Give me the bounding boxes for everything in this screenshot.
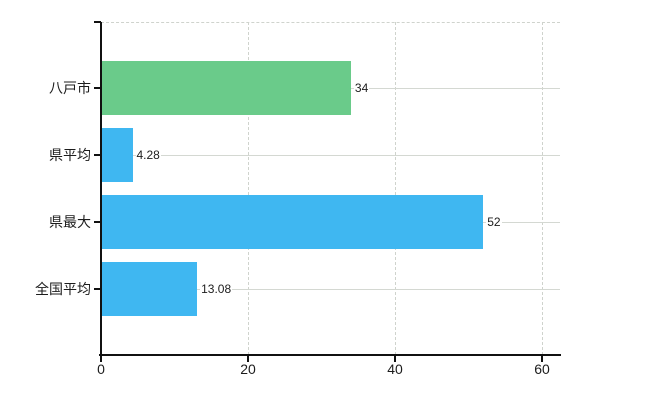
y-axis-label: 県最大 [49, 214, 91, 230]
bar-value-label: 52 [486, 215, 502, 229]
y-axis-top-tick [94, 21, 101, 23]
gridline-vertical [248, 22, 249, 355]
bar [101, 61, 351, 115]
x-axis-tick [394, 356, 396, 362]
x-axis-line [99, 354, 561, 356]
y-axis-tick [94, 288, 101, 290]
y-axis-tick [94, 87, 101, 89]
gridline-vertical [395, 22, 396, 355]
bar-value-label: 4.28 [135, 148, 161, 162]
y-axis-label: 全国平均 [35, 281, 91, 297]
bar [101, 128, 133, 182]
bar [101, 195, 484, 249]
y-axis-label: 県平均 [49, 147, 91, 163]
gridline-horizontal [101, 289, 560, 290]
x-axis-tick-label: 60 [534, 361, 550, 377]
x-axis-tick [541, 356, 543, 362]
bar-value-label: 34 [353, 81, 370, 95]
bar-value-label: 13.08 [200, 282, 233, 296]
x-axis-tick [247, 356, 249, 362]
y-axis-line [100, 22, 102, 356]
plot-area: 34 4.28 52 13.08 [101, 22, 560, 355]
plot-top-border [101, 22, 560, 23]
gridline-vertical [542, 22, 543, 355]
y-axis-tick [94, 221, 101, 223]
y-axis-label: 八戸市 [49, 80, 91, 96]
gridline-horizontal [101, 155, 560, 156]
x-axis-tick-label: 20 [240, 361, 256, 377]
x-axis-tick-label: 0 [97, 361, 105, 377]
x-axis-tick-label: 40 [387, 361, 403, 377]
y-axis-tick [94, 154, 101, 156]
bar [101, 262, 198, 316]
x-axis-tick [100, 356, 102, 362]
